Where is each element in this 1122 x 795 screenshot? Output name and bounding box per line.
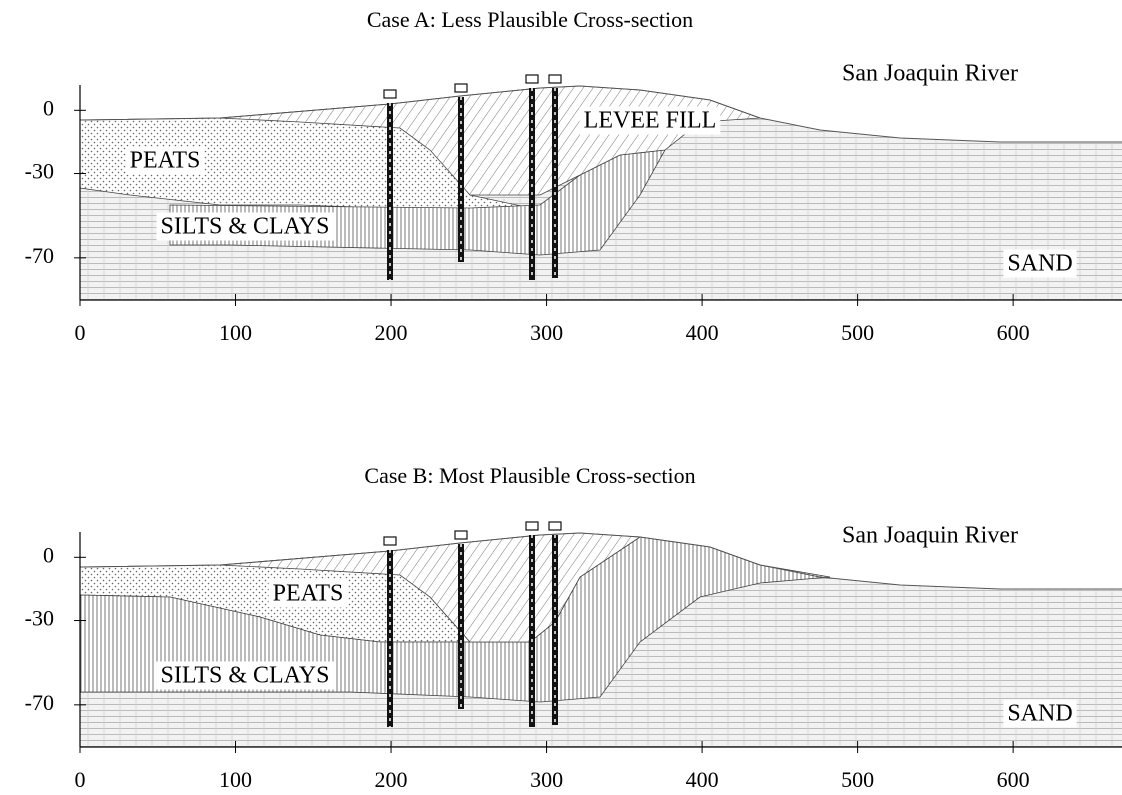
x-tick-label: 400 xyxy=(686,767,719,792)
borehole-cap xyxy=(383,536,397,546)
y-tick-label: 0 xyxy=(43,95,54,120)
x-tick-label: 0 xyxy=(75,320,86,345)
x-tick-label: 500 xyxy=(841,320,874,345)
borehole-cap xyxy=(525,74,539,84)
y-tick-label: -30 xyxy=(25,606,54,631)
x-tick-label: 100 xyxy=(219,320,252,345)
chart-title: Case B: Most Plausible Cross-section xyxy=(364,463,695,488)
borehole-cap xyxy=(548,521,562,531)
label-background xyxy=(838,521,1022,550)
y-tick-label: 0 xyxy=(43,542,54,567)
x-tick-label: 400 xyxy=(686,320,719,345)
layer-label: PEATS xyxy=(130,148,201,174)
x-tick-label: 200 xyxy=(375,320,408,345)
label-background xyxy=(579,106,721,135)
x-tick-label: 200 xyxy=(375,767,408,792)
label-background xyxy=(1003,699,1077,728)
x-tick-label: 600 xyxy=(997,320,1030,345)
layer-label: San Joaquin River xyxy=(842,523,1018,549)
y-tick-label: -70 xyxy=(25,690,54,715)
label-background xyxy=(268,579,348,608)
x-tick-label: 500 xyxy=(841,767,874,792)
borehole-cap xyxy=(454,530,468,540)
label-background xyxy=(125,146,205,175)
layer-label: San Joaquin River xyxy=(842,61,1018,87)
label-background xyxy=(1003,249,1077,278)
borehole-cap xyxy=(454,83,468,93)
borehole-cap xyxy=(525,521,539,531)
layer-label: PEATS xyxy=(273,581,344,607)
x-tick-label: 100 xyxy=(219,767,252,792)
y-tick-label: -30 xyxy=(25,159,54,184)
label-background xyxy=(838,59,1022,88)
borehole-cap xyxy=(383,89,397,99)
x-tick-label: 0 xyxy=(75,767,86,792)
layer-label: LEVEE FILL xyxy=(584,108,717,134)
label-background xyxy=(156,212,334,241)
x-tick-label: 300 xyxy=(530,320,563,345)
chart-title: Case A: Less Plausible Cross-section xyxy=(367,7,693,32)
layer-label: SILTS & CLAYS xyxy=(161,663,330,689)
cross-section: Case B: Most Plausible Cross-section 0 100… xyxy=(25,463,1122,792)
cross-section: Case A: Less Plausible Cross-section 0 100… xyxy=(25,7,1122,345)
label-background xyxy=(156,661,334,690)
borehole-cap xyxy=(548,74,562,84)
x-tick-label: 600 xyxy=(997,767,1030,792)
layer-label: SILTS & CLAYS xyxy=(161,214,330,240)
layer-label: SAND xyxy=(1007,251,1072,277)
layer-label: SAND xyxy=(1007,701,1072,727)
x-tick-label: 300 xyxy=(530,767,563,792)
y-tick-label: -70 xyxy=(25,243,54,268)
